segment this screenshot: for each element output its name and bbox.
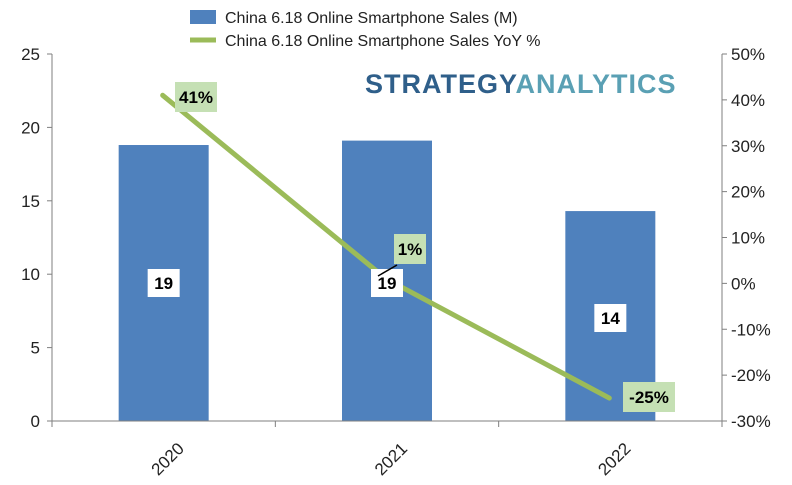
bar-label-2020: 19 xyxy=(154,274,173,293)
left-tick-label: 0 xyxy=(31,412,40,431)
bar-label-box xyxy=(147,269,180,297)
bar-label-2021: 19 xyxy=(378,274,397,293)
x-tick-label-2020: 2020 xyxy=(148,439,188,479)
yoy-label-2022: -25% xyxy=(629,388,669,407)
left-tick-label: 15 xyxy=(21,192,40,211)
yoy-label-box xyxy=(175,82,217,112)
x-tick-label-2022: 2022 xyxy=(594,439,634,479)
watermark: STRATEGYANALYTICS xyxy=(365,69,677,99)
legend-label-yoy: China 6.18 Online Smartphone Sales YoY % xyxy=(225,33,540,50)
bar-label-box xyxy=(371,269,403,297)
bar-label-box xyxy=(594,304,627,332)
right-tick-label: 30% xyxy=(731,137,765,156)
legend: China 6.18 Online Smartphone Sales (M) C… xyxy=(190,10,540,50)
left-tick-label: 20 xyxy=(21,118,40,137)
watermark-strategy: STRATEGY xyxy=(365,69,517,99)
yoy-label-box xyxy=(623,382,675,412)
x-tick-label-2021: 2021 xyxy=(371,439,411,479)
legend-swatch-sales xyxy=(190,10,216,24)
right-axis-ticks: -30% -20% -10% 0% 10% 20% 30% 40% 50% xyxy=(722,45,771,431)
right-tick-label: -30% xyxy=(731,412,771,431)
x-axis-ticks: 2020 2021 2022 xyxy=(51,421,723,479)
right-tick-label: 20% xyxy=(731,183,765,202)
right-tick-label: -10% xyxy=(731,320,771,339)
left-tick-label: 5 xyxy=(31,339,40,358)
yoy-labels: 41% 1% -25% xyxy=(175,82,675,412)
yoy-label-leader xyxy=(377,264,398,277)
bar-label-2022: 14 xyxy=(601,309,620,328)
left-tick-label: 25 xyxy=(21,45,40,64)
yoy-label-box xyxy=(394,234,426,264)
left-axis-ticks: 0 5 10 15 20 25 xyxy=(21,45,52,431)
right-tick-label: 10% xyxy=(731,229,765,248)
right-tick-label: 40% xyxy=(731,91,765,110)
watermark-analytics: ANALYTICS xyxy=(516,69,677,99)
right-tick-label: 50% xyxy=(731,45,765,64)
yoy-label-2021: 1% xyxy=(398,240,423,259)
right-tick-label: 0% xyxy=(731,274,756,293)
yoy-label-2020: 41% xyxy=(179,88,213,107)
left-tick-label: 10 xyxy=(21,265,40,284)
legend-label-sales: China 6.18 Online Smartphone Sales (M) xyxy=(225,10,518,27)
bar-labels: 19 19 14 xyxy=(147,269,627,332)
right-tick-label: -20% xyxy=(731,366,771,385)
